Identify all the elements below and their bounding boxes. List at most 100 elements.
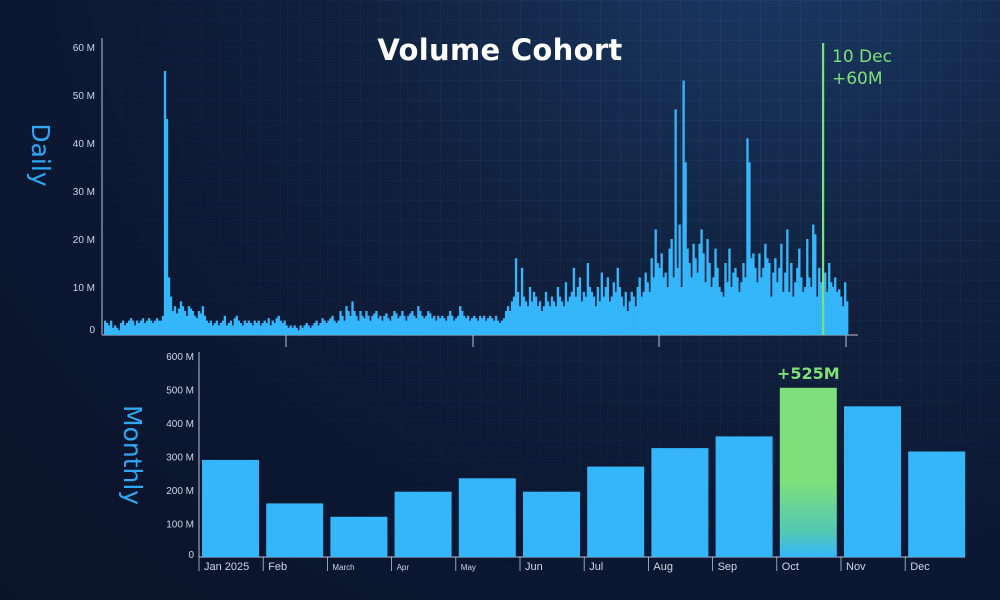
daily-bar (698, 243, 701, 335)
daily-bar (373, 313, 376, 335)
daily-bar (435, 320, 438, 335)
daily-bar (634, 306, 637, 335)
daily-bar (776, 282, 779, 335)
daily-bar (826, 291, 829, 335)
daily-bar (347, 311, 350, 335)
daily-bar (417, 306, 420, 335)
daily-bar (199, 313, 203, 335)
daily-bar (459, 306, 462, 335)
daily-bar (239, 323, 242, 335)
daily-bar (570, 291, 574, 335)
daily-bar (343, 320, 346, 335)
monthly-x-tick-label: Dec (910, 561, 930, 573)
daily-chart: 0 10 M 20 M 30 M 40 M 50 M 60 M 10 Dec+60M (73, 38, 892, 347)
daily-bar (307, 325, 310, 335)
daily-bar (740, 282, 743, 335)
daily-bar (728, 248, 731, 335)
daily-bar (778, 267, 781, 335)
monthly-x-tick-label: March (332, 563, 354, 572)
daily-bar (381, 320, 384, 335)
daily-bar (155, 318, 159, 335)
daily-bar (604, 287, 607, 335)
daily-bar (173, 306, 177, 335)
daily-bar (359, 311, 362, 335)
daily-bar (700, 229, 703, 335)
daily-bar (385, 313, 388, 335)
daily-bar (812, 224, 815, 335)
daily-bar (295, 327, 298, 335)
daily-bar (111, 327, 115, 335)
daily-bar (211, 325, 215, 335)
daily-bar (696, 272, 699, 335)
monthly-y-tick-label: 500 M (166, 386, 194, 397)
daily-bar (654, 229, 657, 335)
daily-bar (367, 315, 370, 335)
daily-bar (592, 296, 596, 335)
daily-bar (401, 311, 404, 335)
daily-bar (267, 318, 270, 335)
daily-bar (263, 320, 266, 335)
daily-bar (281, 323, 284, 335)
daily-bar (335, 323, 338, 335)
daily-bar (223, 315, 227, 335)
daily-bar (616, 267, 619, 335)
daily-bar (824, 272, 827, 335)
daily-bar (528, 287, 532, 335)
daily-bar (746, 138, 749, 335)
daily-bar (453, 320, 456, 335)
daily-bar (471, 318, 474, 335)
daily-bar (445, 320, 448, 335)
monthly-chart: 0 100 M 200 M 300 M 400 M 500 M 600 M Jan 2025 F… (166, 352, 966, 573)
daily-bar (285, 325, 288, 335)
daily-bar (419, 311, 422, 335)
daily-bar (600, 272, 603, 335)
daily-bar (760, 277, 763, 335)
daily-y-tick-label: 20 M (73, 235, 95, 246)
daily-bar (337, 320, 340, 335)
daily-bar (243, 320, 246, 335)
daily-bar (606, 277, 609, 335)
daily-bar (147, 318, 151, 335)
monthly-highlight-label: +525M (777, 364, 840, 383)
daily-bar (558, 296, 562, 335)
daily-bar (638, 277, 641, 335)
daily-bar (315, 320, 318, 335)
daily-bar (411, 311, 414, 335)
daily-bar (520, 267, 524, 335)
daily-bar (321, 318, 324, 335)
daily-bar (744, 277, 747, 335)
daily-bar (104, 320, 107, 335)
daily-bar (762, 267, 765, 335)
monthly-bar (651, 448, 709, 557)
daily-bar (179, 301, 183, 335)
daily-bar (540, 311, 544, 335)
daily-bar (109, 320, 113, 335)
daily-bar (566, 301, 570, 335)
daily-bar (768, 263, 771, 335)
daily-bar (612, 282, 615, 335)
daily-bar (704, 282, 707, 335)
daily-bar (508, 311, 512, 335)
daily-bar (682, 80, 685, 335)
daily-bar (137, 323, 141, 335)
daily-bar (187, 306, 191, 335)
daily-bar (614, 291, 617, 335)
daily-bar (640, 296, 643, 335)
daily-bar (650, 258, 653, 335)
daily-bar (586, 263, 590, 335)
daily-bar (313, 323, 316, 335)
daily-bar (477, 320, 480, 335)
daily-bar (257, 320, 260, 335)
daily-bar (664, 272, 667, 335)
daily-bar (676, 267, 679, 335)
daily-bar (421, 315, 424, 335)
daily-bar (105, 323, 109, 335)
daily-bar (377, 318, 380, 335)
daily-highlight-value: +60M (832, 69, 883, 89)
daily-bar (526, 306, 530, 335)
daily-bar (277, 315, 280, 335)
daily-bar (413, 315, 416, 335)
daily-bar (353, 311, 356, 335)
daily-bar (361, 315, 364, 335)
daily-bar (299, 325, 302, 335)
